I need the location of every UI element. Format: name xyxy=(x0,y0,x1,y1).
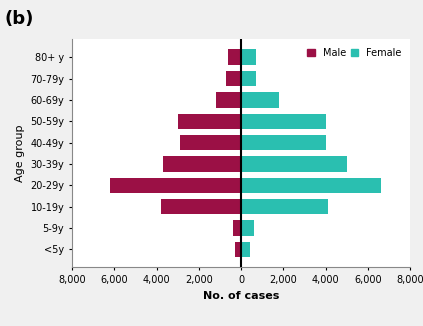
Bar xyxy=(241,242,250,257)
Bar xyxy=(241,92,279,108)
Bar xyxy=(241,220,254,236)
Bar xyxy=(228,50,241,65)
Bar xyxy=(233,220,241,236)
Bar xyxy=(241,113,326,129)
Bar xyxy=(235,242,241,257)
X-axis label: No. of cases: No. of cases xyxy=(203,290,279,301)
Bar xyxy=(241,71,256,86)
Bar xyxy=(161,199,241,214)
Bar xyxy=(178,113,241,129)
Bar xyxy=(241,156,347,171)
Bar xyxy=(110,178,241,193)
Bar xyxy=(241,50,256,65)
Bar xyxy=(216,92,241,108)
Text: (b): (b) xyxy=(4,10,33,28)
Legend: Male, Female: Male, Female xyxy=(303,44,406,62)
Bar xyxy=(241,135,326,150)
Bar xyxy=(226,71,241,86)
Bar xyxy=(180,135,241,150)
Bar xyxy=(241,199,328,214)
Bar xyxy=(163,156,241,171)
Y-axis label: Age group: Age group xyxy=(15,125,25,182)
Bar xyxy=(241,178,381,193)
